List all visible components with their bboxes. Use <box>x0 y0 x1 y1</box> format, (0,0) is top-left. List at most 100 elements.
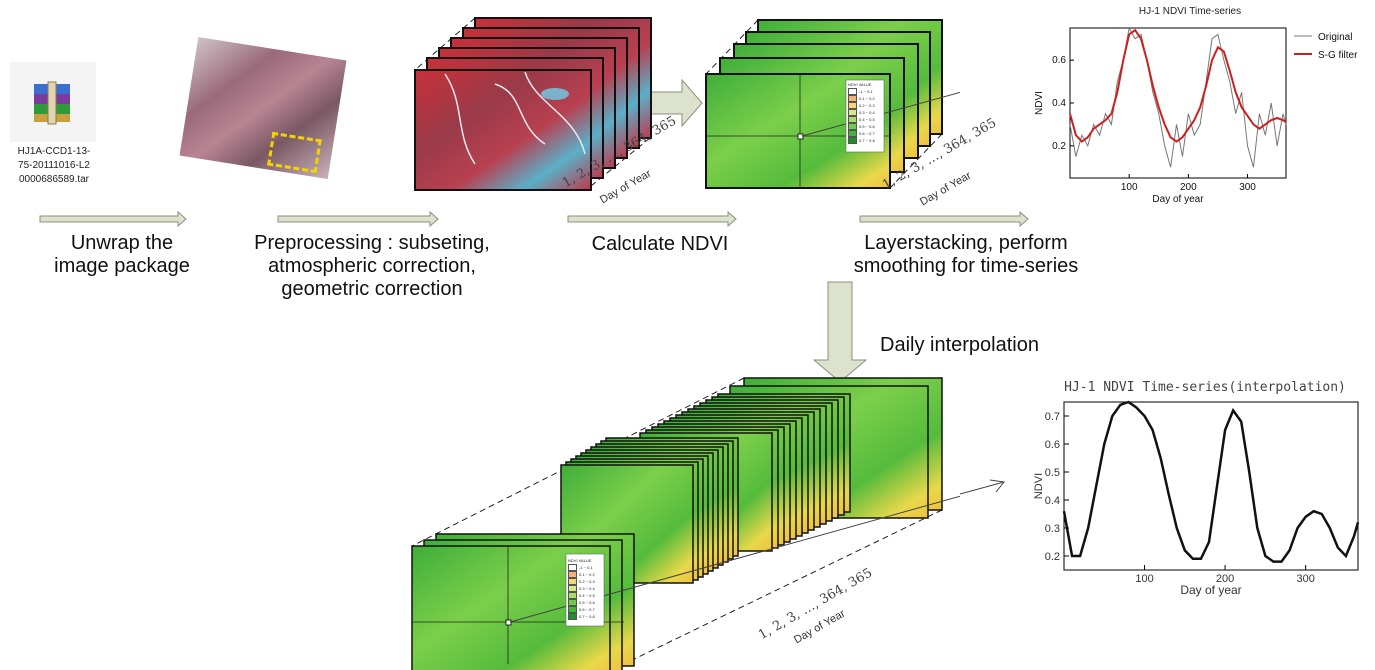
chart2-y-tick-label: 0.7 <box>1045 411 1060 423</box>
bottom-legend-label: 0.6 ~ 0.7 <box>579 607 595 612</box>
preprocessed-image-stack <box>414 17 652 191</box>
arrow-step-3 <box>567 210 737 228</box>
step-daily-line-1: Daily interpolation <box>880 334 1039 356</box>
step-label-unwrap: Unwrap the image package <box>22 232 222 278</box>
step-unwrap-line-1: Unwrap the <box>70 232 174 254</box>
bottom-legend-item: 0.7 ~ 0.8 <box>568 613 595 620</box>
chart1-y-tick-label: 0.2 <box>1052 141 1066 152</box>
chart1-plot-area <box>1069 27 1287 179</box>
legend-top-swatches: -1 ~ 0.1 0.1 ~ 0.2 0.2 ~ 0.3 0.3 ~ 0.4 0.4 ~… <box>848 88 875 144</box>
top-legend-label: 0.3 ~ 0.4 <box>859 110 875 115</box>
bottom-legend-label: 0.3 ~ 0.4 <box>579 586 595 591</box>
bottom-legend-swatch <box>568 578 577 585</box>
top-legend-item: 0.1 ~ 0.2 <box>848 95 875 102</box>
bottom-legend-label: -1 ~ 0.1 <box>579 565 593 570</box>
bottom-legend-item: 0.4 ~ 0.5 <box>568 592 595 599</box>
top-legend-swatch <box>848 123 857 130</box>
ndvi-timeseries-chart: 100 200 300 0.2 0.4 0.6 Day of year NDVI Origina… <box>1034 26 1358 205</box>
chart2-y-axis-label: NDVI <box>1034 473 1045 499</box>
bottom-legend-label: 0.5 ~ 0.6 <box>579 600 595 605</box>
daily-interpolation-arrow <box>812 281 868 383</box>
bottom-legend-swatch <box>568 613 577 620</box>
chart2-interpolated-line <box>1062 400 1360 563</box>
step-layerstack-line-2: smoothing for time-series <box>853 255 1079 277</box>
bottom-legend-swatch <box>568 599 577 606</box>
step-layerstack-line-1: Layerstacking, perform <box>864 232 1068 254</box>
bottom-legend-swatch <box>568 585 577 592</box>
chart2-x-axis-label: Day of year <box>1180 583 1241 597</box>
chart1-x-tick-label: 300 <box>1239 182 1256 193</box>
file-name-line-3: 0000686589.tar <box>18 174 90 185</box>
chart2-plot-area <box>1063 401 1359 571</box>
top-legend-item: 0.4 ~ 0.5 <box>848 116 875 123</box>
rar-archive-icon <box>34 81 70 125</box>
top-legend-item: -1 ~ 0.1 <box>848 88 875 95</box>
top-legend-label: 0.2 ~ 0.3 <box>859 103 875 108</box>
archive-file-icon[interactable] <box>10 62 96 142</box>
bottom-legend-swatch <box>568 571 577 578</box>
step-preprocess-line-3: geometric correction <box>281 278 463 300</box>
top-legend-swatch <box>848 88 857 95</box>
file-name-line-1: HJ1A-CCD1-13- <box>17 146 91 157</box>
bottom-legend-item: 0.2 ~ 0.3 <box>568 578 595 585</box>
arrow-step-4 <box>859 210 1029 228</box>
step-preprocess-line-1: Preprocessing : subseting, <box>254 232 490 254</box>
chart2-x-tick-label: 300 <box>1296 573 1314 585</box>
chart1-legend-label: S-G filter <box>1318 50 1358 61</box>
top-legend-item: 0.7 ~ 0.8 <box>848 137 875 144</box>
top-legend-label: -1 ~ 0.1 <box>859 89 873 94</box>
top-legend-swatch <box>848 137 857 144</box>
top-legend-swatch <box>848 116 857 123</box>
step-label-ndvi: Calculate NDVI <box>570 233 750 256</box>
bottom-legend-item: 0.1 ~ 0.2 <box>568 571 595 578</box>
top-legend-swatch <box>848 130 857 137</box>
top-legend-item: 0.5 ~ 0.6 <box>848 123 875 130</box>
top-legend-label: 0.5 ~ 0.6 <box>859 124 875 129</box>
bottom-legend-item: -1 ~ 0.1 <box>568 564 595 571</box>
step-unwrap-line-2: image package <box>54 255 190 277</box>
chart1-y-tick-label: 0.4 <box>1052 98 1066 109</box>
ndvi-image-stack <box>705 19 960 189</box>
step-preprocess-line-2: atmospheric correction, <box>268 255 476 277</box>
bottom-pointer-arrow <box>960 479 1005 495</box>
top-legend-swatch <box>848 109 857 116</box>
bottom-legend-label: 0.1 ~ 0.2 <box>579 572 595 577</box>
bottom-legend-swatch <box>568 606 577 613</box>
chart2-y-tick-label: 0.3 <box>1045 523 1060 535</box>
chart2-x-tick-label: 200 <box>1216 573 1234 585</box>
chart2-y-tick-label: 0.2 <box>1045 551 1060 563</box>
top-legend-item: 0.6 ~ 0.7 <box>848 130 875 137</box>
arrow-step-1 <box>39 210 187 228</box>
chart1-y-tick-label: 0.6 <box>1052 55 1066 66</box>
top-legend-swatch <box>848 95 857 102</box>
chart1-title: HJ-1 NDVI Time-series <box>1138 6 1242 17</box>
ndvi-interpolation-chart: 100 200 300 0.2 0.3 0.4 0.5 0.6 0.7 Day of year ND… <box>1034 400 1360 597</box>
step-label-preprocess: Preprocessing : subseting, atmospheric c… <box>232 232 512 301</box>
legend-bottom-title: NDVI VALUE <box>568 558 592 563</box>
bottom-legend-label: 0.2 ~ 0.3 <box>579 579 595 584</box>
chart2-title: HJ-1 NDVI Time-series(interpolation) <box>1064 380 1346 395</box>
chart1-y-axis-label: NDVI <box>1034 91 1045 115</box>
chart2-x-tick-label: 100 <box>1135 573 1153 585</box>
top-legend-label: 0.1 ~ 0.2 <box>859 96 875 101</box>
chart2-y-tick-label: 0.6 <box>1045 439 1060 451</box>
bottom-legend-item: 0.6 ~ 0.7 <box>568 606 595 613</box>
daily-ndvi-image-stack <box>411 377 960 670</box>
bottom-legend-item: 0.5 ~ 0.6 <box>568 599 595 606</box>
top-legend-swatch <box>848 102 857 109</box>
arrow-step-2 <box>277 210 439 228</box>
step-label-daily: Daily interpolation <box>880 334 1070 357</box>
top-legend-label: 0.6 ~ 0.7 <box>859 131 875 136</box>
chart2-y-tick-label: 0.5 <box>1045 467 1060 479</box>
top-legend-label: 0.4 ~ 0.5 <box>859 117 875 122</box>
chart1-legend-label: Original <box>1318 32 1352 43</box>
chart1-x-tick-label: 200 <box>1180 182 1197 193</box>
top-legend-item: 0.3 ~ 0.4 <box>848 109 875 116</box>
chart1-x-tick-label: 100 <box>1121 182 1138 193</box>
legend-top-title: NDVI VALUE <box>848 82 872 87</box>
file-name-line-2: 75-20111016-L2 <box>18 160 90 171</box>
bottom-legend-label: 0.7 ~ 0.8 <box>579 614 595 619</box>
legend-bottom-swatches: -1 ~ 0.1 0.1 ~ 0.2 0.2 ~ 0.3 0.3 ~ 0.4 0.4 ~… <box>568 564 595 620</box>
step-ndvi-line-1: Calculate NDVI <box>591 233 729 255</box>
